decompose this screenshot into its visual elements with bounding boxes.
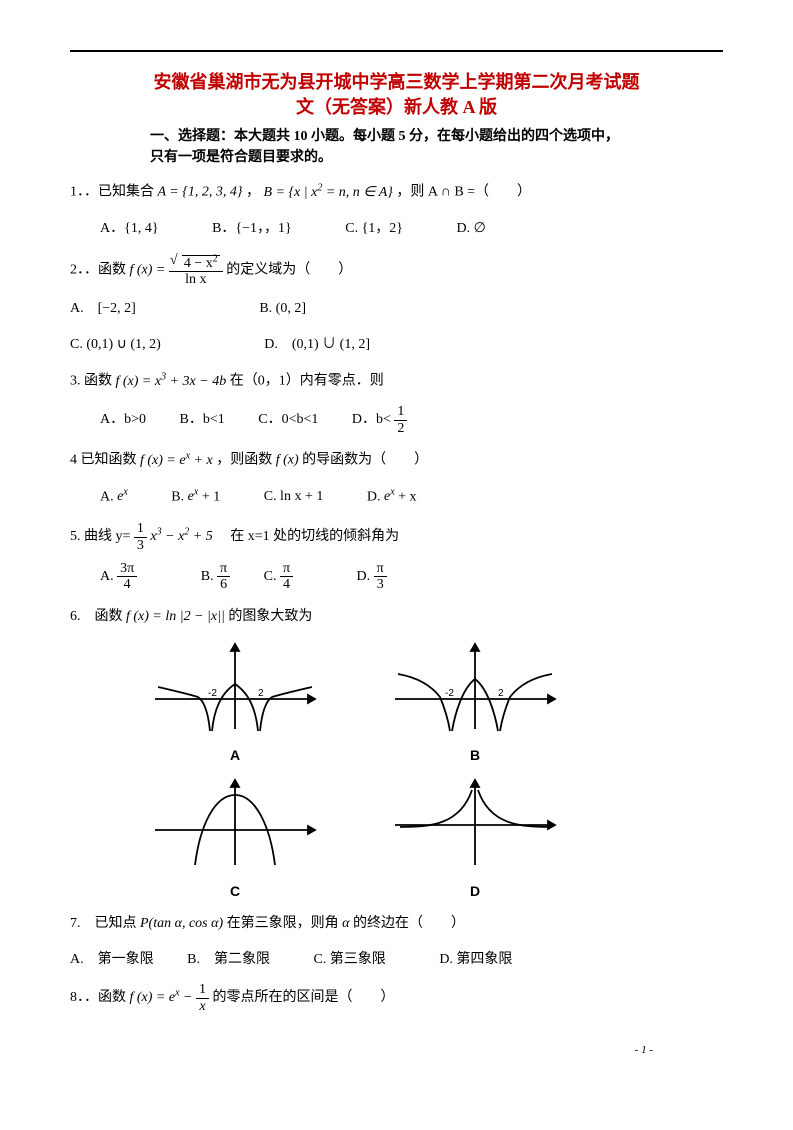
question-7: 7. 已知点 P(tan α, cos α) 在第三象限，则角 α 的终边在（ … bbox=[70, 910, 723, 938]
q2-fraction: 4 − x2 ln x bbox=[169, 253, 223, 287]
title-line-2: 文（无答案）新人教 A 版 bbox=[296, 97, 497, 117]
svg-text:2: 2 bbox=[498, 688, 504, 699]
q8-tail: 的零点所在的区间是（ ） bbox=[213, 990, 395, 1005]
q5-opt-C: C. π4 bbox=[264, 561, 293, 593]
q7-opt-A: A. 第一象限 bbox=[70, 952, 154, 967]
q2-options-row2: C. (0,1) ∪ (1, 2) D. (0,1) ∪ (1, 2] bbox=[70, 331, 723, 359]
q3-tail: 在（0，1）内有零点．则 bbox=[230, 374, 384, 389]
q3-fx: f (x) = x3 + 3x − 4b bbox=[116, 374, 227, 389]
q6-graph-D: D bbox=[390, 775, 560, 903]
q4-fx: f (x) = ex + x bbox=[140, 453, 213, 468]
q8-frac: 1x bbox=[196, 982, 209, 1014]
q5-frac: 13 bbox=[134, 521, 147, 553]
q6-graph-A: -2 2 A bbox=[150, 639, 320, 767]
q7-pre: 7. 已知点 bbox=[70, 916, 140, 931]
title-line-1: 安徽省巢湖市无为县开城中学高三数学上学期第二次月考试题 bbox=[154, 72, 640, 92]
q1-opt-C: C. {1，2} bbox=[345, 215, 403, 243]
q1-set-A: A = {1, 2, 3, 4} bbox=[158, 185, 243, 200]
q6-fx: f (x) = ln |2 − |x|| bbox=[126, 609, 225, 624]
q4-mid: ，则函数 bbox=[216, 453, 276, 468]
q4-opt-D: D. ex + x bbox=[367, 483, 417, 512]
q5-options: A. 3π4 B. π6 C. π4 D. π3 bbox=[100, 561, 723, 593]
question-6: 6. 函数 f (x) = ln |2 − |x|| 的图象大致为 bbox=[70, 603, 723, 631]
q2-fx: f (x) = bbox=[130, 262, 169, 277]
question-2: 2．．函数 f (x) = 4 − x2 ln x 的定义域为（ ） bbox=[70, 253, 723, 287]
q3-stem-a: 3. 函数 bbox=[70, 374, 116, 389]
q3-opt-A: A．b>0 bbox=[100, 406, 146, 434]
q8-pre: 8．．函数 bbox=[70, 990, 130, 1005]
q1-stem-a: 1．．已知集合 bbox=[70, 185, 158, 200]
q1-tail: ，则 A ∩ B =（ ） bbox=[396, 185, 531, 200]
q6-graph-C: C bbox=[150, 775, 320, 903]
question-3: 3. 函数 f (x) = x3 + 3x − 4b 在（0，1）内有零点．则 bbox=[70, 367, 723, 396]
q1-opt-A: A．{1, 4} bbox=[100, 215, 159, 243]
q6-graph-B: -2 2 B bbox=[390, 639, 560, 767]
q7-mid: 在第三象限，则角 bbox=[227, 916, 343, 931]
q3-opt-B: B．b<1 bbox=[180, 406, 225, 434]
q4-opt-C: C. ln x + 1 bbox=[264, 483, 324, 511]
q1-opt-D: D. ∅ bbox=[457, 215, 486, 243]
q1-mid: ， bbox=[246, 185, 264, 200]
q5-opt-B: B. π6 bbox=[201, 561, 230, 593]
q4-opt-B: B. ex + 1 bbox=[171, 483, 220, 512]
q6-label-C: C bbox=[150, 880, 320, 902]
q3-opt-C: C．0<b<1 bbox=[258, 406, 318, 434]
question-8: 8．．函数 f (x) = ex − 1x 的零点所在的区间是（ ） bbox=[70, 982, 723, 1014]
q4-fx2: f (x) bbox=[276, 453, 299, 468]
q6-label-A: A bbox=[150, 744, 320, 766]
q2-opt-D: D. (0,1) ∪ (1, 2] bbox=[264, 337, 370, 352]
q3-options: A．b>0 B．b<1 C．0<b<1 D．b< 12 bbox=[100, 404, 723, 436]
tick-minus-2: -2 bbox=[208, 688, 217, 699]
q2-opt-B: B. (0, 2] bbox=[259, 301, 306, 316]
q2-pre: 2．．函数 bbox=[70, 262, 130, 277]
q5-pre: 5. 曲线 y= bbox=[70, 529, 134, 544]
exam-title: 安徽省巢湖市无为县开城中学高三数学上学期第二次月考试题 文（无答案）新人教 A … bbox=[70, 70, 723, 120]
section-head-l1: 一、选择题：本大题共 10 小题。每小题 5 分，在每小题给出的四个选项中， bbox=[150, 129, 619, 144]
q1-opt-B: B．{−1，，1} bbox=[212, 215, 292, 243]
q4-stem-a: 4 已知函数 bbox=[70, 453, 140, 468]
q5-poly: x3 − x2 + 5 bbox=[150, 529, 212, 544]
question-5: 5. 曲线 y= 13 x3 − x2 + 5 在 x=1 处的切线的倾斜角为 bbox=[70, 521, 723, 553]
q2-tail: 的定义域为（ ） bbox=[226, 262, 352, 277]
q2-options-row1: A. [−2, 2] B. (0, 2] bbox=[70, 295, 723, 323]
q4-options: A. ex B. ex + 1 C. ln x + 1 D. ex + x bbox=[100, 483, 723, 512]
page-number: - 1 - bbox=[635, 1042, 653, 1060]
q2-opt-C: C. (0,1) ∪ (1, 2) bbox=[70, 337, 161, 352]
top-rule bbox=[70, 50, 723, 52]
q1-set-B: B = {x | x2 = n, n ∈ A} bbox=[263, 185, 392, 200]
q4-tail: 的导函数为（ ） bbox=[302, 453, 428, 468]
q4-opt-A: A. ex bbox=[100, 483, 128, 512]
q6-label-D: D bbox=[390, 880, 560, 902]
q1-options: A．{1, 4} B．{−1，，1} C. {1，2} D. ∅ bbox=[100, 215, 723, 243]
q5-opt-D: D. π3 bbox=[357, 561, 387, 593]
question-4: 4 已知函数 f (x) = ex + x ，则函数 f (x) 的导函数为（ … bbox=[70, 446, 723, 475]
q5-tail: 在 x=1 处的切线的倾斜角为 bbox=[216, 529, 399, 544]
q6-label-B: B bbox=[390, 744, 560, 766]
section-head-l2: 只有一项是符合题目要求的。 bbox=[150, 150, 332, 165]
q7-opt-D: D. 第四象限 bbox=[439, 952, 512, 967]
q7-alpha: α bbox=[342, 916, 349, 931]
section-heading: 一、选择题：本大题共 10 小题。每小题 5 分，在每小题给出的四个选项中， 只… bbox=[150, 126, 723, 168]
q7-tail: 的终边在（ ） bbox=[353, 916, 465, 931]
q3-opt-D: D．b< 12 bbox=[352, 404, 408, 436]
tick-2: 2 bbox=[258, 688, 264, 699]
q7-opt-C: C. 第三象限 bbox=[313, 952, 385, 967]
q7-opt-B: B. 第二象限 bbox=[187, 952, 270, 967]
q7-point: P(tan α, cos α) bbox=[140, 916, 223, 931]
q6-tail: 的图象大致为 bbox=[228, 609, 312, 624]
svg-text:-2: -2 bbox=[445, 688, 454, 699]
q7-options: A. 第一象限 B. 第二象限 C. 第三象限 D. 第四象限 bbox=[70, 946, 723, 974]
q8-fx: f (x) = ex − bbox=[130, 990, 197, 1005]
q5-opt-A: A. 3π4 bbox=[100, 561, 137, 593]
q6-graph-panel: -2 2 A -2 2 B bbox=[150, 639, 723, 903]
question-1: 1．．已知集合 A = {1, 2, 3, 4} ， B = {x | x2 =… bbox=[70, 178, 723, 207]
q2-opt-A: A. [−2, 2] bbox=[70, 301, 136, 316]
q6-pre: 6. 函数 bbox=[70, 609, 126, 624]
